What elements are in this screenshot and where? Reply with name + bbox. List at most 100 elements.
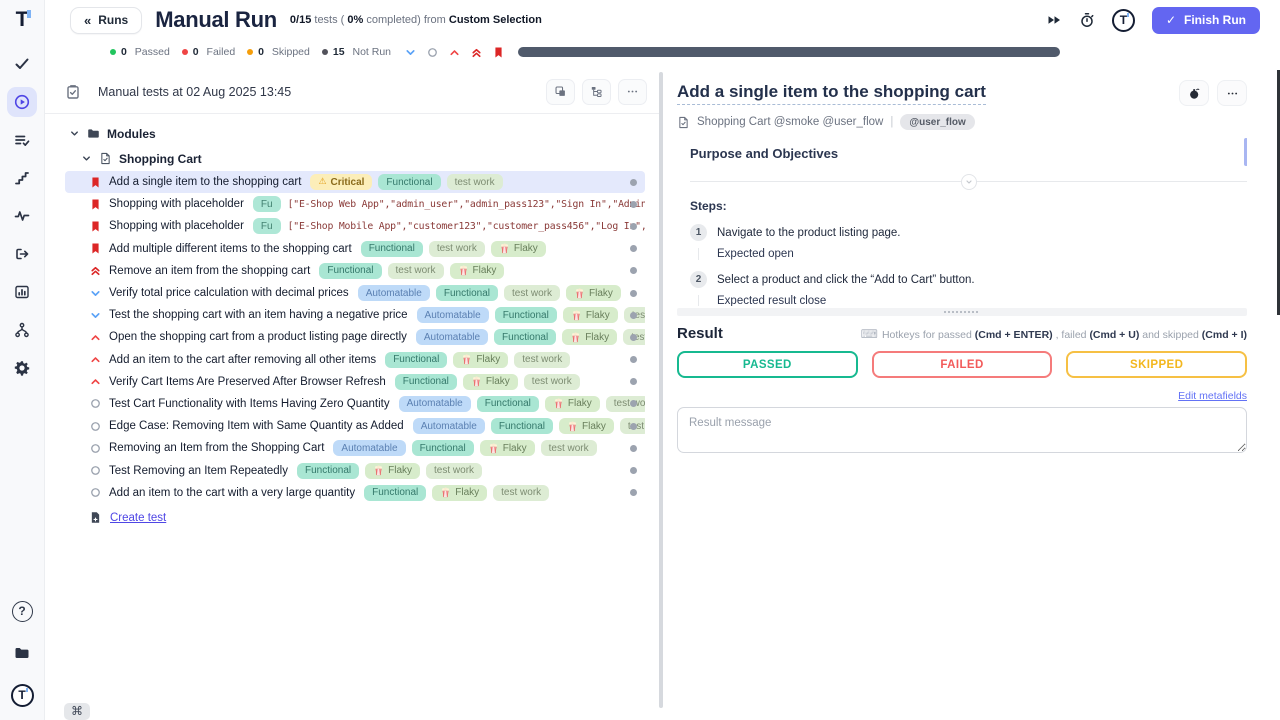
status-counter-failed: 0 Failed [181, 46, 235, 58]
status-dot-button[interactable] [630, 178, 637, 186]
tag-badges: Fu [252, 218, 281, 235]
chevron-down-icon [89, 287, 102, 300]
bookmark-icon[interactable] [492, 46, 505, 59]
chevron-up-icon[interactable] [448, 46, 461, 59]
bomb-timer-button[interactable] [1179, 80, 1209, 106]
step-number: 1 [690, 224, 707, 241]
checkmark-icon [14, 56, 30, 72]
rail-item-folder[interactable] [7, 638, 37, 668]
test-row[interactable]: Verify Cart Items Are Preserved After Br… [65, 371, 645, 393]
status-dot-button[interactable] [630, 378, 637, 386]
test-title: Open the shopping cart from a product li… [109, 331, 407, 344]
tree-node-shopping-cart[interactable]: Shopping Cart [65, 146, 645, 171]
status-dot-button[interactable] [630, 200, 637, 208]
chevron-down-icon[interactable] [69, 128, 80, 139]
rail-item-analytics[interactable] [7, 277, 37, 307]
step-expected-text: Expected result close [698, 295, 1247, 306]
failed-button[interactable]: FAILED [871, 351, 1053, 378]
tag-badge-automatable: Automatable [416, 307, 489, 324]
tag-badge-functional: Functional [394, 373, 457, 390]
suite-label: Shopping Cart [119, 151, 202, 166]
test-row[interactable]: Shopping with placeholder Fu ["E-Shop Mobi… [65, 215, 645, 237]
fast-forward-icon[interactable] [1046, 12, 1062, 28]
timer-icon[interactable] [1079, 12, 1095, 28]
test-row[interactable]: Verify total price calculation with deci… [65, 282, 645, 304]
tag-badge-functional: Functional [364, 484, 427, 501]
rail-item-list-check[interactable] [7, 125, 37, 155]
rail-item-branch[interactable] [7, 315, 37, 345]
scrollbar-thumb[interactable] [1244, 138, 1247, 166]
popcorn-icon [373, 465, 384, 476]
tag-badge-functional: Functional [476, 395, 539, 412]
splitter-handle[interactable] [659, 72, 663, 708]
passed-button[interactable]: PASSED [677, 351, 858, 378]
avatar[interactable]: T [1111, 8, 1135, 32]
circle-icon [89, 397, 102, 410]
tag-pill[interactable]: @user_flow [900, 114, 975, 130]
back-to-runs-button[interactable]: « Runs [70, 6, 143, 34]
rail-item-stairs[interactable] [7, 163, 37, 193]
rail-item-gear[interactable] [7, 353, 37, 383]
test-row[interactable]: Add multiple different items to the shop… [65, 238, 645, 260]
test-row[interactable]: Add a single item to the shopping cart ⚠ C… [65, 171, 645, 194]
test-row[interactable]: Add an item to the cart after removing a… [65, 349, 645, 371]
status-dot-button[interactable] [630, 267, 637, 275]
status-dot-button[interactable] [630, 245, 637, 253]
create-test-row[interactable]: Create test [65, 506, 645, 530]
circle-icon[interactable] [426, 46, 439, 59]
status-dot-button[interactable] [630, 467, 637, 475]
rail-item-checkmark[interactable] [7, 49, 37, 79]
status-dot-button[interactable] [630, 356, 637, 364]
status-dot-button[interactable] [630, 289, 637, 297]
status-dot-button[interactable] [630, 400, 637, 408]
tree-node-modules[interactable]: Modules [65, 121, 645, 146]
test-row[interactable]: Add an item to the cart with a very larg… [65, 482, 645, 504]
popcorn-icon [461, 354, 472, 365]
detail-actions [1179, 80, 1247, 106]
test-row[interactable]: Test Removing an Item Repeatedly Function… [65, 459, 645, 481]
finish-run-button[interactable]: ✓ Finish Run [1151, 6, 1260, 34]
logo-badge-icon: T [10, 683, 34, 707]
status-dot-button[interactable] [630, 333, 637, 341]
status-dot-button[interactable] [630, 311, 637, 319]
horizontal-splitter[interactable] [677, 308, 1247, 316]
test-row[interactable]: Test the shopping cart with an item havi… [65, 304, 645, 326]
edit-metafields-link[interactable]: Edit metafields [1178, 390, 1247, 402]
copy-button[interactable] [546, 78, 575, 105]
tag-badge-automatable: Automatable [412, 418, 485, 435]
chevron-down-icon [89, 309, 102, 322]
window-scrollbar-track[interactable] [1277, 70, 1280, 315]
test-title[interactable]: Add a single item to the shopping cart [677, 82, 986, 105]
subtitle-part: completed) from [363, 14, 449, 26]
rail-item-logo-badge[interactable]: T [7, 680, 37, 710]
status-dot-button[interactable] [630, 444, 637, 452]
status-dot-button[interactable] [630, 222, 637, 230]
result-message-input[interactable] [677, 407, 1247, 453]
test-row[interactable]: Shopping with placeholder Fu ["E-Shop Web … [65, 193, 645, 215]
chevron-down-icon[interactable] [404, 46, 417, 59]
status-dot-button[interactable] [630, 422, 637, 430]
skipped-button[interactable]: SKIPPED [1066, 351, 1248, 378]
detail-more-button[interactable] [1217, 80, 1247, 106]
chevron-down-icon[interactable] [81, 153, 92, 164]
rail-item-import[interactable] [7, 239, 37, 269]
test-title: Shopping with placeholder [109, 220, 244, 233]
status-dot-button[interactable] [630, 489, 637, 497]
test-row[interactable]: Remove an item from the shopping cart Fun… [65, 260, 645, 282]
rail-item-help[interactable]: ? [7, 596, 37, 626]
chevrons-up-icon[interactable] [470, 46, 483, 59]
tree-view-button[interactable] [582, 78, 611, 105]
rail-item-play-circle[interactable] [7, 87, 37, 117]
command-shortcut-chip[interactable]: ⌘ [64, 703, 90, 720]
collapse-toggle[interactable] [960, 174, 977, 190]
test-row[interactable]: Open the shopping cart from a product li… [65, 326, 645, 348]
test-row[interactable]: Removing an Item from the Shopping Cart A… [65, 437, 645, 459]
rail-item-pulse[interactable] [7, 201, 37, 231]
test-row[interactable]: Test Cart Functionality with Items Havin… [65, 393, 645, 415]
create-test-link[interactable]: Create test [110, 511, 167, 524]
test-row[interactable]: Edge Case: Removing Item with Same Quant… [65, 415, 645, 437]
more-options-button[interactable] [618, 78, 647, 105]
clipboard-check-icon [65, 84, 81, 100]
